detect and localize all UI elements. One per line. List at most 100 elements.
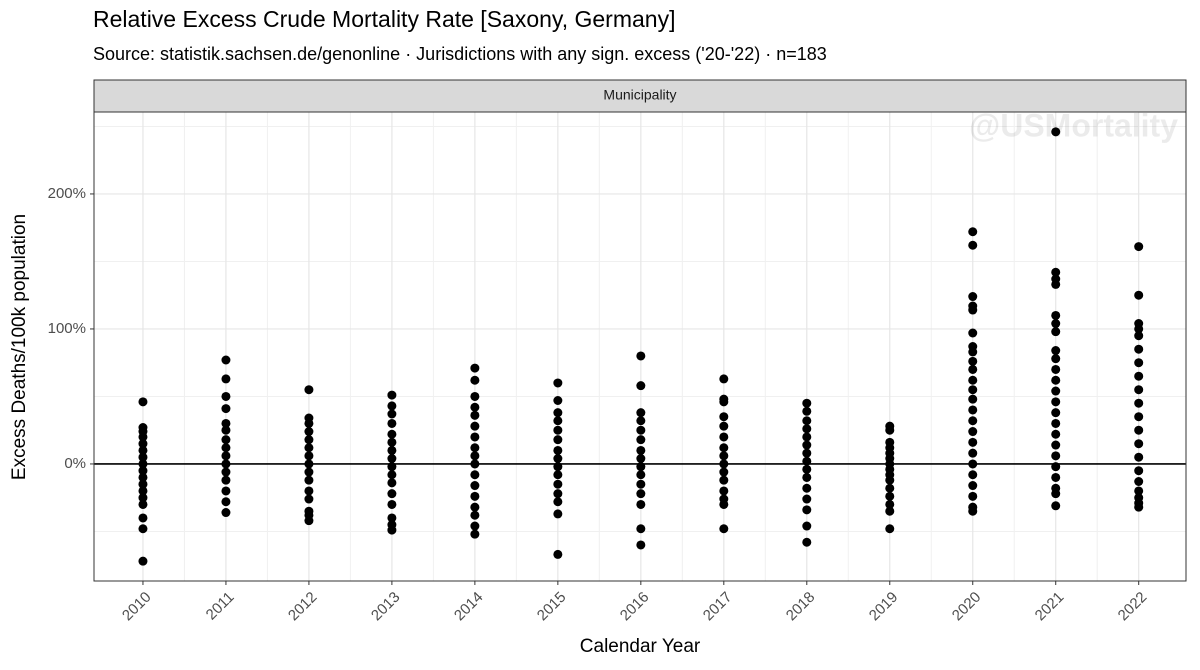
point	[470, 375, 480, 385]
point	[968, 292, 978, 302]
point	[636, 524, 646, 534]
point	[553, 396, 563, 406]
point	[1051, 397, 1061, 407]
point	[968, 394, 978, 404]
point	[138, 513, 148, 523]
point	[968, 416, 978, 426]
point	[221, 443, 231, 453]
point	[802, 472, 812, 482]
point	[1134, 324, 1144, 334]
point	[221, 391, 231, 401]
point	[138, 472, 148, 482]
point	[553, 408, 563, 418]
point	[304, 494, 314, 504]
point	[968, 470, 978, 480]
point	[885, 491, 895, 501]
point	[470, 491, 480, 501]
point	[553, 378, 563, 388]
point	[387, 445, 397, 455]
point	[968, 481, 978, 491]
chart-subtitle: Source: statistik.sachsen.de/genonline ·…	[93, 44, 827, 64]
point	[221, 418, 231, 428]
point	[802, 448, 812, 458]
plot-background	[94, 112, 1186, 581]
point	[636, 445, 646, 455]
point	[802, 398, 812, 408]
point	[802, 440, 812, 450]
point	[387, 499, 397, 509]
point	[138, 499, 148, 509]
point	[968, 491, 978, 501]
point	[719, 412, 729, 422]
point	[1134, 398, 1144, 408]
point	[1051, 408, 1061, 418]
point	[636, 408, 646, 418]
point	[802, 406, 812, 416]
point	[387, 462, 397, 472]
point	[968, 427, 978, 437]
point	[387, 489, 397, 499]
point	[1134, 371, 1144, 381]
point	[1051, 386, 1061, 396]
point	[636, 381, 646, 391]
point	[802, 432, 812, 442]
point	[968, 305, 978, 315]
point	[885, 524, 895, 534]
point	[968, 506, 978, 516]
point	[304, 427, 314, 437]
point	[470, 432, 480, 442]
point	[1134, 331, 1144, 341]
point	[1051, 127, 1061, 137]
point	[968, 459, 978, 469]
x-tick-label: 2014	[451, 589, 487, 625]
x-tick-label: 2020	[949, 589, 985, 625]
point	[553, 470, 563, 480]
point	[304, 467, 314, 477]
point	[636, 470, 646, 480]
point	[387, 478, 397, 488]
point	[885, 425, 895, 435]
point	[553, 416, 563, 426]
point	[221, 374, 231, 384]
facet-strip	[93, 79, 1187, 113]
point	[968, 347, 978, 357]
point	[553, 479, 563, 489]
point	[470, 481, 480, 491]
point	[470, 391, 480, 401]
point	[221, 467, 231, 477]
point	[1051, 364, 1061, 374]
point	[802, 537, 812, 547]
point	[138, 479, 148, 489]
point	[1134, 486, 1144, 496]
point	[221, 475, 231, 485]
point	[802, 456, 812, 466]
point	[968, 437, 978, 447]
x-tick-label: 2018	[783, 589, 819, 625]
x-tick-label: 2015	[534, 589, 570, 625]
point	[968, 227, 978, 237]
point	[636, 479, 646, 489]
point	[1134, 290, 1144, 300]
point	[138, 466, 148, 476]
point	[1051, 346, 1061, 356]
point	[1051, 418, 1061, 428]
point	[1134, 439, 1144, 449]
point	[304, 486, 314, 496]
point	[553, 425, 563, 435]
point	[470, 529, 480, 539]
point	[470, 502, 480, 512]
point	[304, 459, 314, 469]
point	[1051, 310, 1061, 320]
point	[1134, 466, 1144, 476]
point	[1051, 462, 1061, 472]
point	[1051, 429, 1061, 439]
x-tick-label: 2017	[700, 589, 736, 625]
point	[553, 435, 563, 445]
point	[636, 454, 646, 464]
x-tick-label: 2012	[285, 589, 321, 625]
point	[387, 437, 397, 447]
point	[1134, 344, 1144, 354]
x-axis-title: Calendar Year	[580, 636, 701, 657]
point	[387, 409, 397, 419]
point	[719, 374, 729, 384]
